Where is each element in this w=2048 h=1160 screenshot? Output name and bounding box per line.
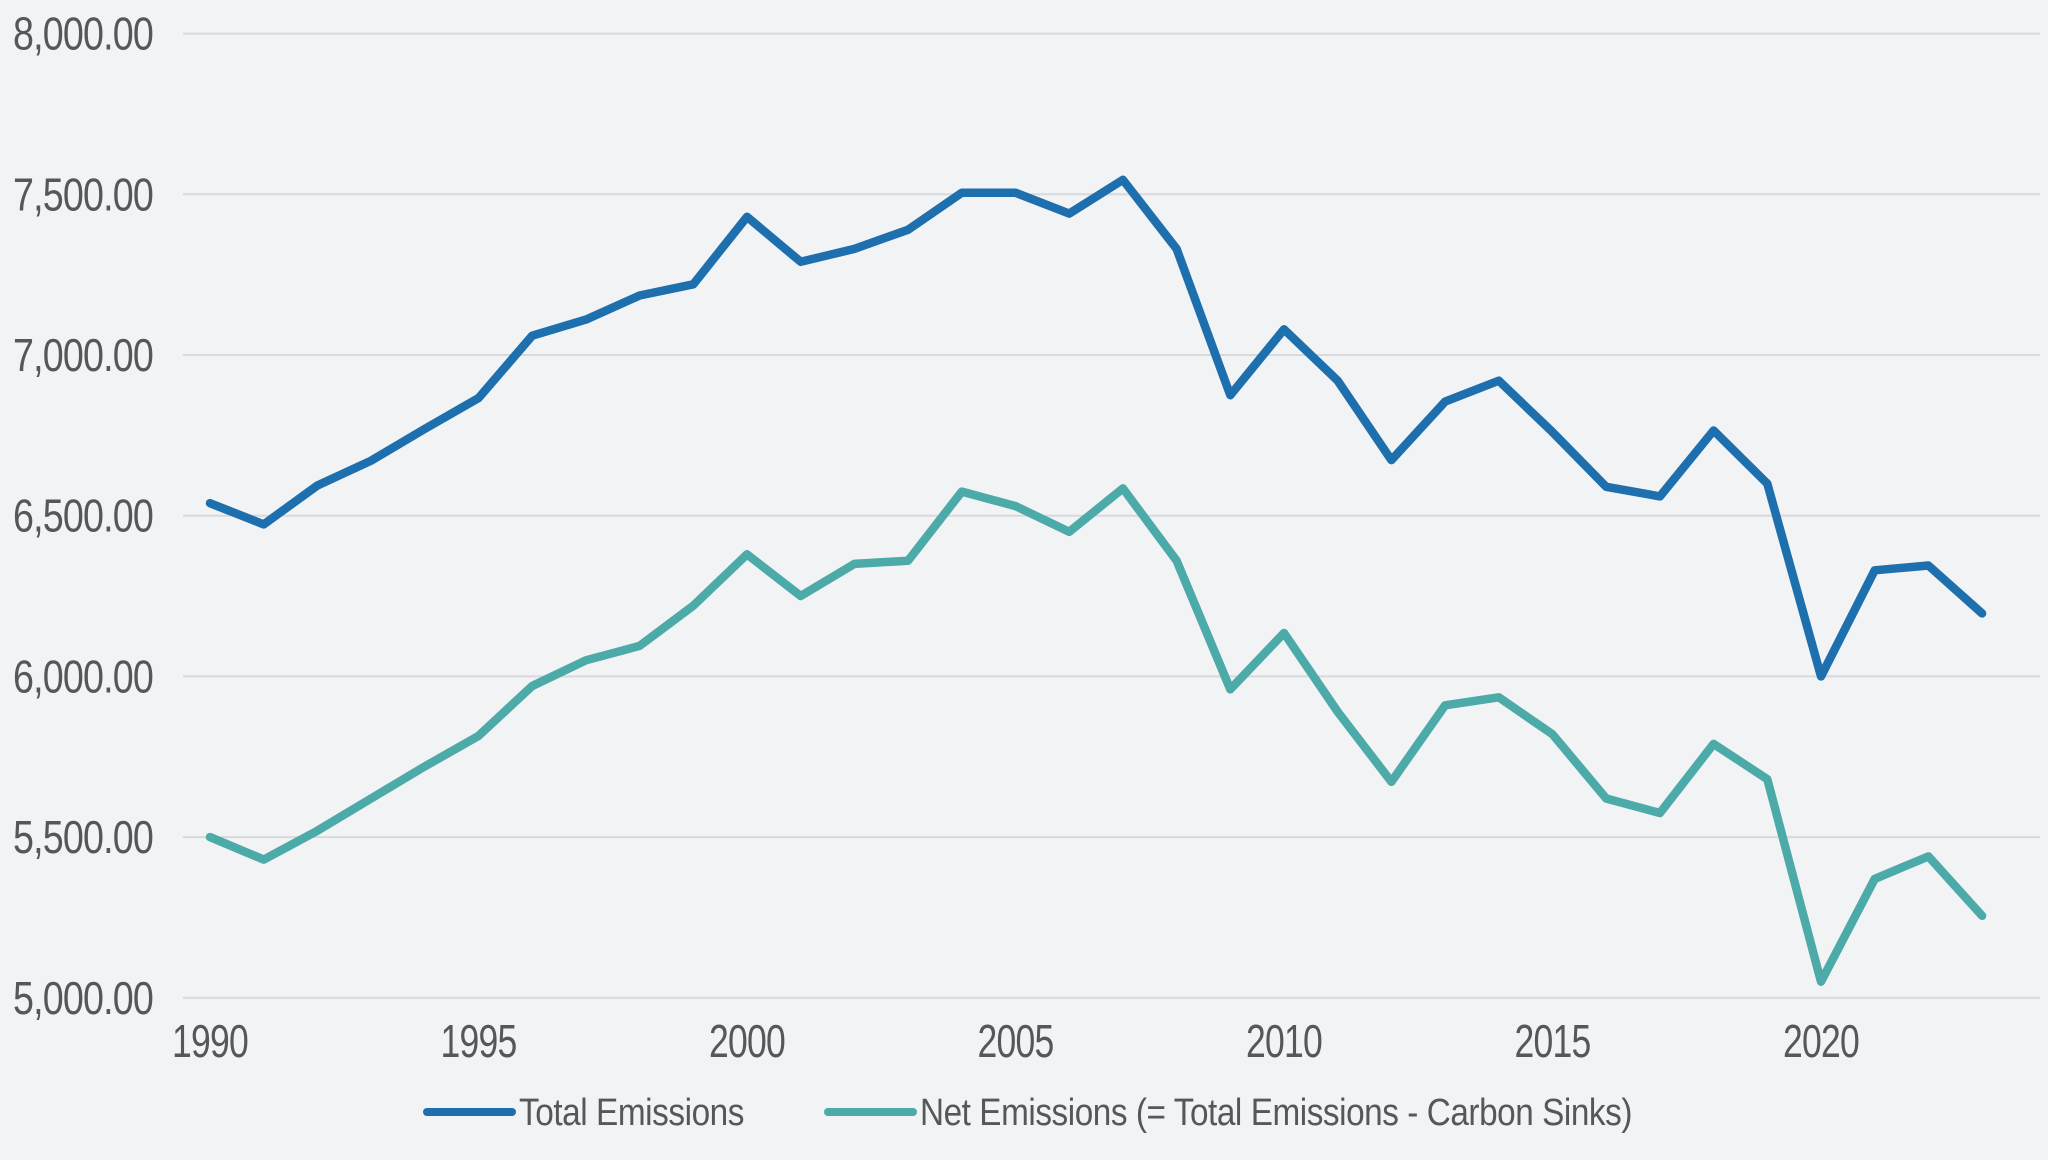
- legend-label-net-emissions: Net Emissions (= Total Emissions - Carbo…: [920, 1092, 1632, 1134]
- y-tick-label: 5,000.00: [13, 972, 153, 1024]
- gridlines: [183, 32, 2040, 999]
- x-axis-tick-labels: 1990 1995 2000 2005 2010 2015 2020: [172, 1015, 1860, 1067]
- series-line-net-emissions: [205, 484, 1987, 986]
- y-tick-label: 5,500.00: [13, 811, 153, 863]
- x-tick-label: 2020: [1783, 1015, 1859, 1067]
- chart-legend: Total Emissions Net Emissions (= Total E…: [423, 1092, 1633, 1134]
- x-tick-label: 2000: [709, 1015, 785, 1067]
- y-tick-label: 7,500.00: [13, 168, 153, 220]
- legend-label-total-emissions: Total Emissions: [519, 1092, 744, 1134]
- x-tick-label: 2015: [1515, 1015, 1591, 1067]
- y-tick-label: 6,000.00: [13, 650, 153, 702]
- x-tick-label: 1990: [172, 1015, 248, 1067]
- x-tick-label: 1995: [441, 1015, 517, 1067]
- series-lines: [205, 175, 1987, 986]
- x-tick-label: 2010: [1246, 1015, 1322, 1067]
- y-tick-label: 7,000.00: [13, 329, 153, 381]
- y-axis-tick-labels: 8,000.00 7,500.00 7,000.00 6,500.00 6,000.00…: [13, 8, 154, 1024]
- x-tick-label: 2005: [978, 1015, 1054, 1067]
- y-tick-label: 6,500.00: [13, 490, 153, 542]
- y-tick-label: 8,000.00: [13, 8, 153, 60]
- series-line-total-emissions: [205, 175, 1987, 681]
